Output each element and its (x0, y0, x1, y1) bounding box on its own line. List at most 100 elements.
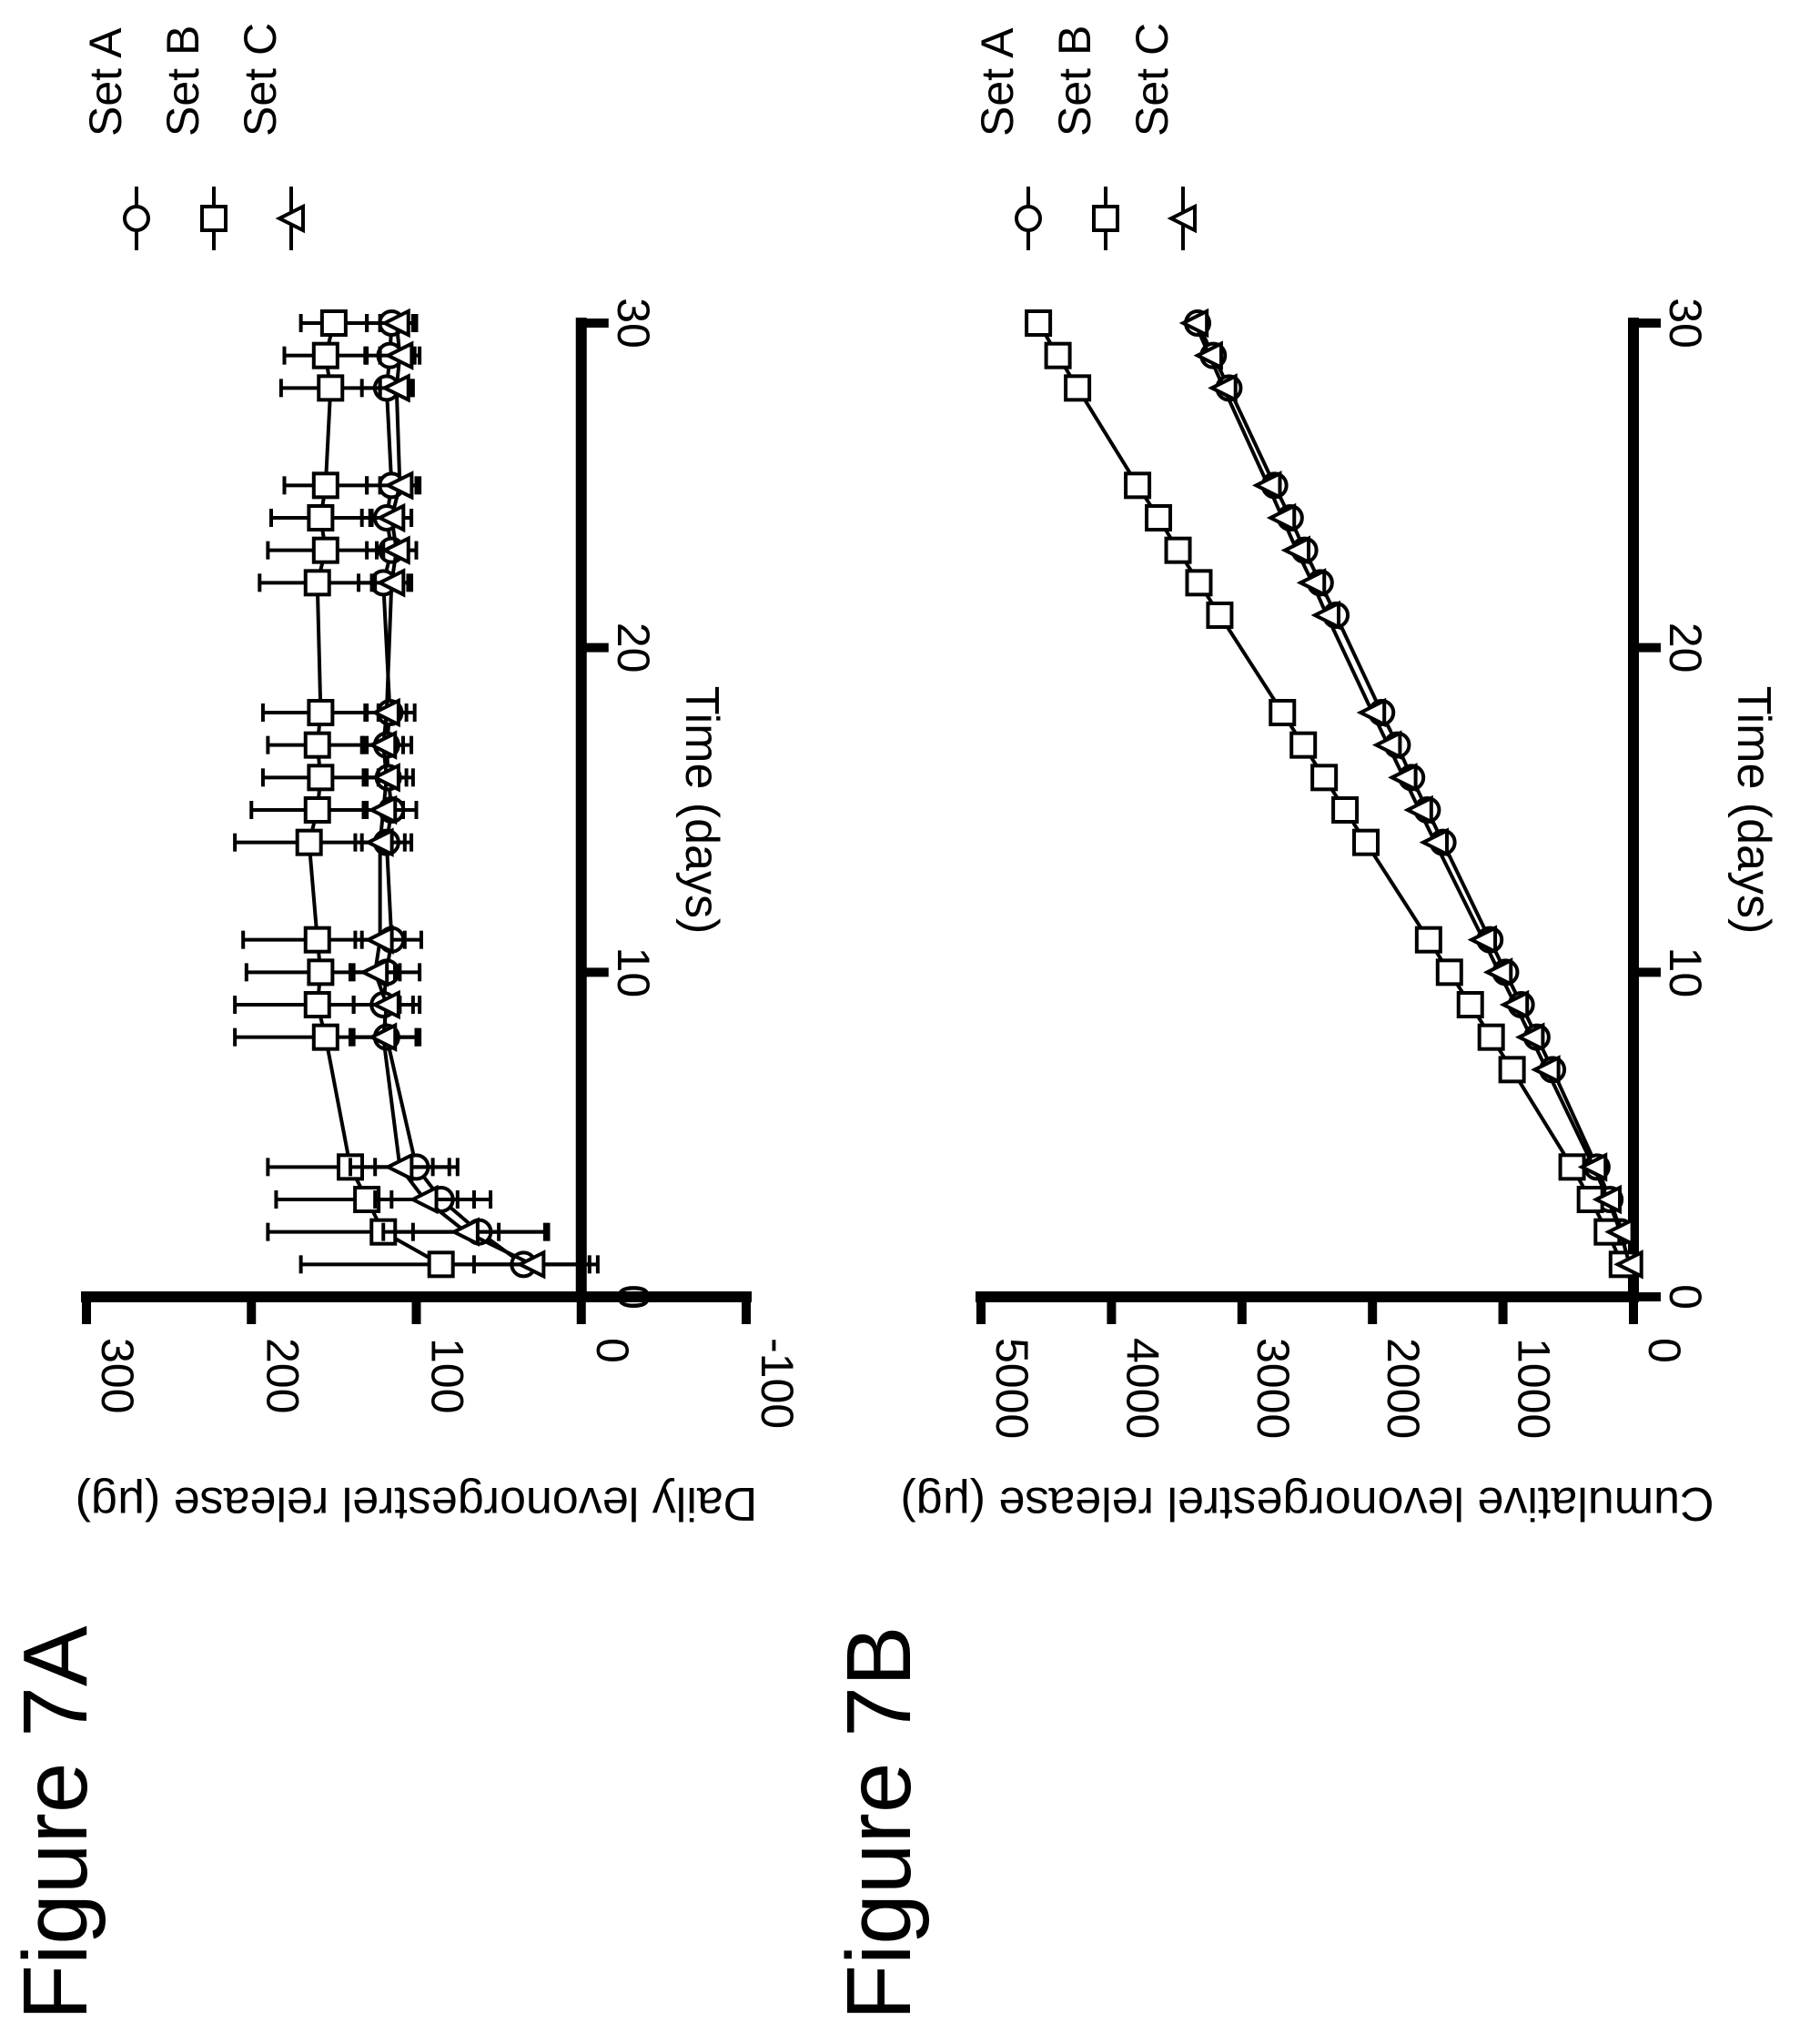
legend-marker (1015, 205, 1042, 232)
data-point (1592, 1184, 1623, 1215)
data-point (380, 373, 410, 403)
data-point (367, 730, 398, 760)
data-point (1266, 502, 1297, 533)
y-tick-label: 200 (257, 1338, 308, 1413)
chart-7b: 0 1000 2000 3000 4000 5000 0 10 20 30 Time (days) C… (900, 23, 1780, 1530)
data-point (1577, 1152, 1608, 1182)
y-tick-label: 300 (92, 1338, 143, 1413)
data-point (1164, 536, 1192, 564)
data-point (427, 1250, 455, 1279)
data-point (1310, 600, 1341, 631)
data-point (1352, 828, 1380, 856)
legend-label: Set C (235, 23, 286, 137)
y-tick-label: 5000 (986, 1338, 1037, 1439)
data-point (383, 471, 414, 501)
data-point (1604, 1217, 1634, 1247)
data-point (1435, 958, 1463, 987)
x-axis-title: Time (days) (675, 686, 728, 935)
data-point (307, 958, 335, 987)
y-tick-label: 0 (587, 1338, 638, 1363)
data-point (1498, 1056, 1526, 1084)
data-point (1296, 568, 1327, 598)
y-tick-label: 3000 (1248, 1338, 1299, 1439)
data-point (303, 569, 331, 597)
data-point (515, 1250, 546, 1280)
data-point (1477, 1023, 1505, 1051)
x-tick-label: 20 (1660, 622, 1711, 673)
legend-marker (275, 203, 305, 234)
x-tick-label: 10 (1660, 947, 1711, 998)
data-point (375, 502, 406, 533)
data-point (311, 471, 339, 500)
data-point (1356, 697, 1387, 728)
data-point (1419, 827, 1450, 857)
data-point (1145, 504, 1173, 531)
data-point (370, 763, 400, 793)
data-point (303, 991, 331, 1018)
legend-marker (1167, 203, 1197, 234)
data-point (311, 341, 339, 369)
data-point (370, 989, 400, 1020)
data-point (1310, 764, 1339, 792)
legend-label: Set A (972, 27, 1023, 137)
data-point (1289, 731, 1318, 759)
data-point (1482, 957, 1513, 987)
legend-label: Set B (1049, 25, 1100, 137)
data-point (1124, 471, 1152, 500)
data-point (307, 504, 335, 531)
data-point (1388, 763, 1418, 793)
data-point (1403, 794, 1433, 825)
data-point (1185, 569, 1213, 597)
figure-7b-label: Figure 7B (828, 1625, 930, 2020)
legend-marker (1092, 205, 1119, 232)
data-point (450, 1217, 480, 1247)
data-point (367, 1022, 398, 1052)
data-point (1456, 991, 1484, 1018)
data-point (1280, 535, 1311, 565)
series-set-a (351, 309, 600, 1279)
data-point (1613, 1250, 1643, 1280)
data-point (367, 794, 398, 825)
data-point (1414, 926, 1442, 954)
x-tick-label: 30 (608, 298, 659, 349)
legend-marker (123, 205, 150, 232)
y-tick-label: 100 (422, 1338, 473, 1413)
data-point (307, 699, 335, 726)
figure-7a-label: Figure 7A (5, 1625, 106, 2020)
chart-7a: -100 0 100 200 300 0 10 20 30 Time (days) Daily le… (76, 23, 803, 1530)
data-point (383, 340, 414, 370)
data-point (380, 535, 410, 565)
series-line (1036, 321, 1624, 1266)
y-tick-label: 1000 (1509, 1338, 1560, 1439)
data-point (383, 1152, 414, 1182)
data-point (1371, 730, 1402, 760)
data-point (1514, 1022, 1545, 1052)
y-tick-label: 4000 (1117, 1338, 1168, 1439)
data-point (1531, 1055, 1561, 1085)
y-tick-label: 0 (1639, 1338, 1690, 1363)
data-point (370, 697, 400, 728)
data-point (319, 309, 348, 337)
data-point (1193, 340, 1223, 370)
x-tick-label: 20 (608, 622, 659, 673)
data-point (311, 536, 339, 564)
series-line (381, 322, 525, 1266)
data-point (380, 308, 410, 339)
legend-marker (200, 205, 228, 232)
data-point (1331, 796, 1360, 824)
data-point (1064, 374, 1092, 402)
series-line (373, 322, 533, 1267)
y-axis-title: Cumulative levonorgestrel release (μg) (900, 1477, 1714, 1530)
series-set-c (1178, 308, 1643, 1280)
data-point (364, 827, 394, 857)
legend-label: Set A (80, 27, 131, 137)
x-axis-title: Time (days) (1727, 686, 1780, 935)
data-point (409, 1184, 439, 1215)
legend-label: Set B (157, 25, 208, 137)
data-point (295, 828, 323, 856)
data-point (1499, 989, 1530, 1020)
data-point (1269, 699, 1297, 726)
data-point (1178, 308, 1209, 339)
y-tick-label: 2000 (1378, 1338, 1429, 1439)
